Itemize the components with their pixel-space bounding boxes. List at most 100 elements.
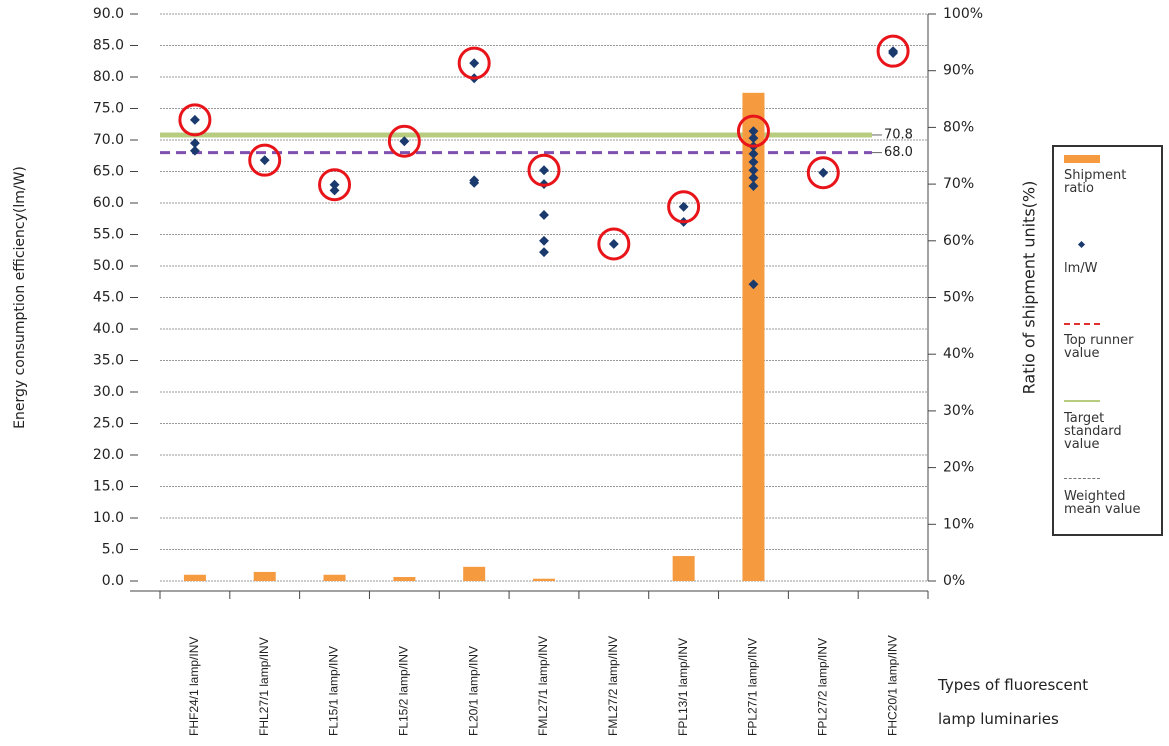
x-tick-label: FPL27/1 lamp/INV (746, 638, 760, 736)
point (469, 177, 480, 188)
x-tick-label: FHC20/1 lamp/INV (885, 635, 899, 736)
x-tick-label: FHL27/1 lamp/INV (257, 637, 271, 736)
bar (393, 577, 416, 581)
y-tick-label: 45.0 (93, 290, 124, 306)
legend-symbol (1064, 478, 1100, 479)
point (539, 247, 549, 258)
y2-tick-label: 10% (943, 516, 974, 532)
point (329, 185, 340, 196)
y2-tick-label: 100% (943, 6, 983, 22)
point (539, 235, 549, 246)
legend-symbol (1064, 400, 1100, 402)
y2-axis-title: Ratio of shipment units(%) (1020, 181, 1039, 395)
x-tick-label: FML27/1 lamp/INV (536, 636, 550, 736)
point (189, 114, 200, 125)
y2-tick-label: 90% (943, 63, 974, 79)
bar (253, 571, 276, 581)
legend-label: Weighted mean value (1064, 489, 1141, 517)
y-tick-label: 85.0 (93, 38, 124, 54)
point (748, 181, 759, 191)
y2-tick-label: 20% (943, 460, 974, 476)
bar (672, 556, 695, 581)
y-tick-label: 70.0 (93, 132, 124, 148)
y-tick-label: 10.0 (93, 510, 124, 526)
point (748, 157, 759, 167)
y-tick-label: 25.0 (93, 416, 124, 432)
highlight-circle (457, 46, 491, 80)
highlight-circle (248, 143, 282, 177)
point (399, 136, 410, 147)
point (748, 126, 759, 137)
y-tick-label: 40.0 (93, 321, 124, 337)
x-tick-label: FL15/1 lamp/INV (327, 646, 341, 736)
legend-symbol (1064, 155, 1100, 163)
highlight-circle (667, 190, 701, 224)
point (469, 58, 480, 69)
y-tick-label: 15.0 (93, 479, 124, 495)
reference-label: 70.8 (884, 127, 913, 142)
y2-tick-label: 30% (943, 403, 974, 419)
point (748, 133, 759, 144)
y-tick-label: 50.0 (93, 258, 124, 274)
point (539, 165, 549, 176)
y2-tick-label: 50% (943, 290, 974, 306)
highlight-circle (387, 124, 421, 158)
bar (742, 92, 765, 582)
point (748, 165, 759, 176)
legend-symbol (1064, 323, 1100, 325)
bar (183, 574, 206, 581)
point (259, 155, 270, 166)
point (818, 167, 829, 178)
y-tick-label: 90.0 (93, 6, 124, 22)
point (539, 210, 549, 220)
x-axis-title: Types of fluorescent lamp luminaries (938, 676, 1089, 728)
highlight-circle (178, 103, 212, 137)
x-tick-label: FPL13/1 lamp/INV (676, 638, 690, 736)
point (888, 48, 899, 59)
point (748, 279, 759, 290)
y-axis-title: Energy consumption efficiency(lm/W) (12, 166, 28, 429)
reference-label: 68.0 (884, 145, 913, 160)
y-tick-label: 55.0 (93, 227, 124, 243)
point (748, 148, 759, 159)
y-tick-label: 65.0 (93, 164, 124, 180)
y-tick-label: 35.0 (93, 353, 124, 369)
highlight-circle (527, 153, 561, 187)
legend-label: Target standard value (1064, 411, 1122, 452)
highlight-circle (876, 34, 910, 68)
x-tick-label: FPL27/2 lamp/INV (815, 638, 829, 736)
point (189, 145, 200, 156)
highlight-circle (318, 168, 352, 202)
bar (323, 574, 346, 581)
legend-label: lm/W (1064, 261, 1098, 276)
legend-label: Top runner value (1064, 333, 1134, 361)
y2-tick-label: 80% (943, 119, 974, 135)
highlight-circle (736, 114, 770, 148)
legend-label: Shipment ratio (1064, 168, 1127, 196)
x-tick-label: FL15/2 lamp/INV (397, 646, 411, 736)
x-tick-label: FHF24/1 lamp/INV (187, 637, 201, 736)
point (748, 172, 759, 183)
highlight-circle (806, 156, 840, 190)
y-tick-label: 0.0 (102, 573, 124, 589)
y-tick-label: 5.0 (102, 542, 124, 558)
point (678, 201, 689, 212)
y-tick-label: 20.0 (93, 447, 124, 463)
y-tick-label: 75.0 (93, 101, 124, 117)
y-tick-label: 80.0 (93, 69, 124, 85)
bar (463, 566, 486, 581)
y2-tick-label: 70% (943, 176, 974, 192)
y-tick-label: 30.0 (93, 384, 124, 400)
x-tick-label: FL20/1 lamp/INV (466, 646, 480, 736)
bar (533, 578, 555, 581)
point (608, 239, 619, 249)
y2-tick-label: 40% (943, 346, 974, 362)
y2-tick-label: 0% (943, 573, 965, 589)
highlight-circle (597, 227, 631, 261)
x-tick-label: FML27/2 lamp/INV (606, 636, 620, 736)
y2-tick-label: 60% (943, 233, 974, 249)
point (189, 138, 200, 149)
legend-symbol (1077, 240, 1086, 249)
